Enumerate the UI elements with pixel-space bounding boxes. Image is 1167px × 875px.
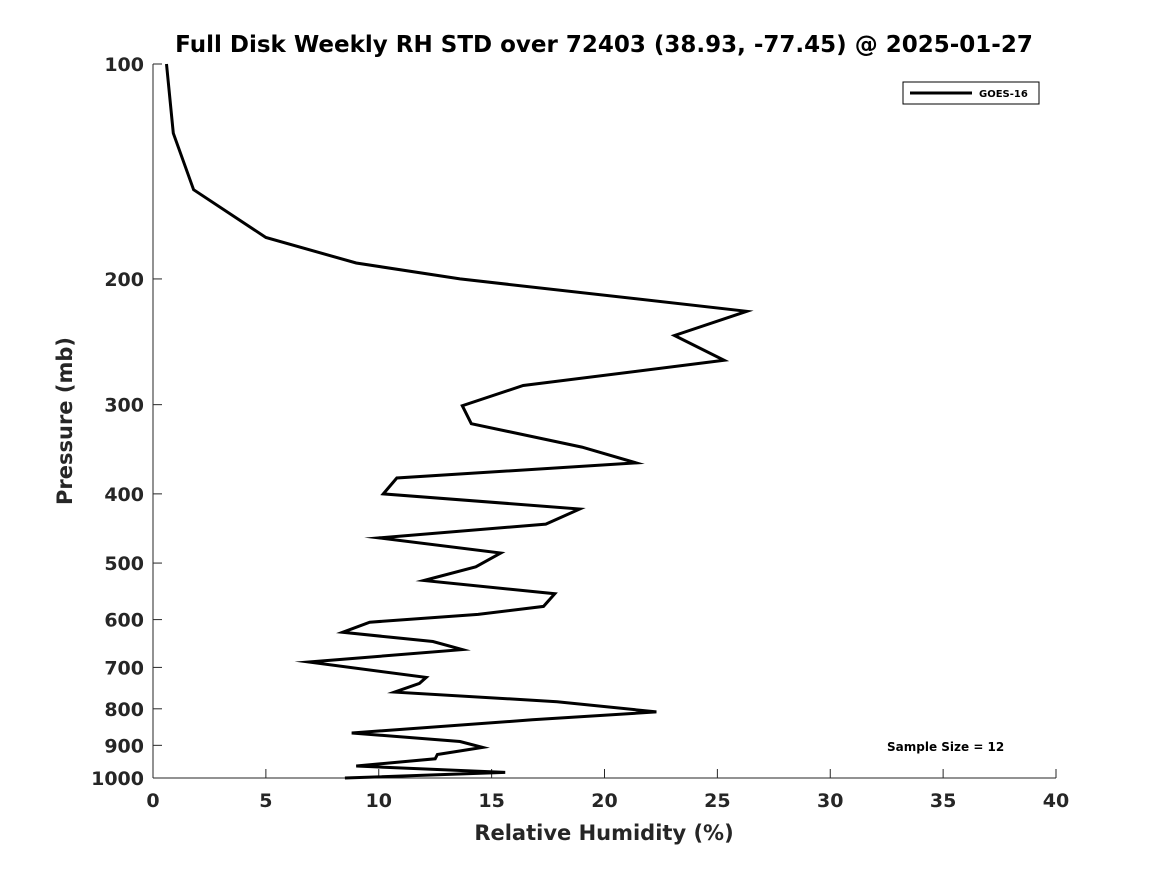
y-tick-label: 100 <box>104 54 144 76</box>
x-tick-label: 10 <box>366 790 392 812</box>
y-tick-label: 600 <box>104 610 144 632</box>
x-tick-label: 40 <box>1043 790 1069 812</box>
x-tick-label: 20 <box>591 790 617 812</box>
y-tick-label: 400 <box>104 484 144 506</box>
y-tick-label: 300 <box>104 395 144 417</box>
chart-title: Full Disk Weekly RH STD over 72403 (38.9… <box>175 32 1033 58</box>
x-tick-label: 15 <box>478 790 504 812</box>
y-tick-label: 900 <box>104 735 144 757</box>
x-tick-label: 35 <box>930 790 956 812</box>
x-tick-label: 0 <box>146 790 159 812</box>
y-tick-label: 200 <box>104 269 144 291</box>
x-axis-label: Relative Humidity (%) <box>474 821 733 845</box>
y-axis-label: Pressure (mb) <box>53 337 77 505</box>
y-axis-ticks: 100 200 300 400 500 600 700 800 900 1000 <box>91 54 162 790</box>
y-tick-label: 800 <box>104 699 144 721</box>
x-tick-label: 5 <box>259 790 272 812</box>
legend: GOES-16 <box>902 81 1040 105</box>
sample-size-annotation: Sample Size = 12 <box>887 740 1004 754</box>
legend-label-goes16: GOES-16 <box>979 89 1028 100</box>
y-tick-label: 700 <box>104 657 144 679</box>
series-line-goes-16 <box>165 63 754 780</box>
y-tick-label: 500 <box>104 553 144 575</box>
x-tick-label: 30 <box>817 790 843 812</box>
x-axis-ticks: 0 5 10 15 20 25 30 35 40 <box>146 769 1069 812</box>
y-tick-label: 1000 <box>91 768 144 790</box>
series-layer <box>165 63 754 780</box>
x-tick-label: 25 <box>704 790 730 812</box>
axes <box>152 64 1056 779</box>
